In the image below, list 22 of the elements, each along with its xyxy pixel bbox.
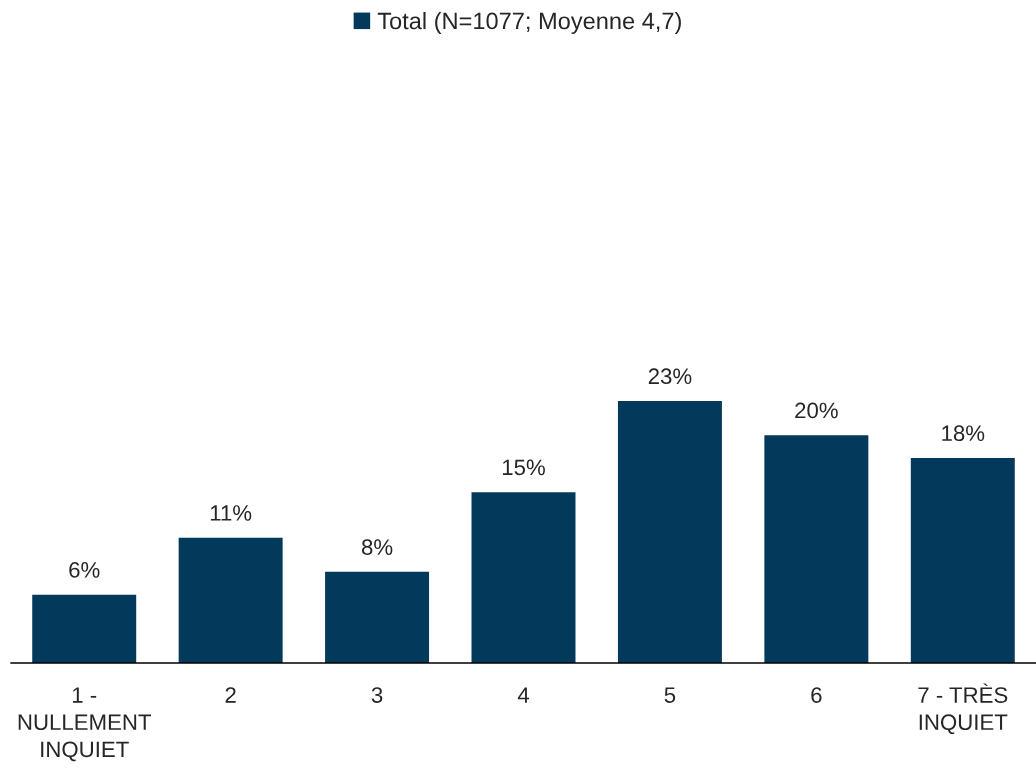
bar — [32, 594, 137, 663]
data-label: 18% — [942, 425, 985, 442]
data-label: 15% — [502, 459, 545, 476]
bar — [325, 571, 430, 663]
x-tick-label: 3 — [371, 687, 383, 703]
data-label: 23% — [648, 368, 692, 385]
bar — [617, 401, 722, 663]
legend-label: Total (N=1077; Moyenne 4,7) — [377, 11, 681, 34]
data-label: 11% — [210, 505, 252, 521]
x-tick-label: 7 - TRÈS INQUIET — [918, 683, 1008, 735]
x-tick-label: 4 — [517, 687, 530, 703]
x-tick-label: 1 - NULLEMENT INQUIET — [18, 687, 151, 762]
data-label: 6% — [69, 562, 100, 578]
bar — [178, 537, 283, 663]
bar — [471, 492, 576, 663]
x-tick-label: 6 — [811, 687, 822, 703]
x-tick-label: 2 — [225, 687, 236, 703]
bar — [764, 435, 869, 663]
bar — [910, 457, 1015, 663]
x-tick-label: 5 — [664, 687, 676, 703]
data-label: 20% — [795, 402, 838, 419]
data-label: 8% — [361, 539, 393, 555]
